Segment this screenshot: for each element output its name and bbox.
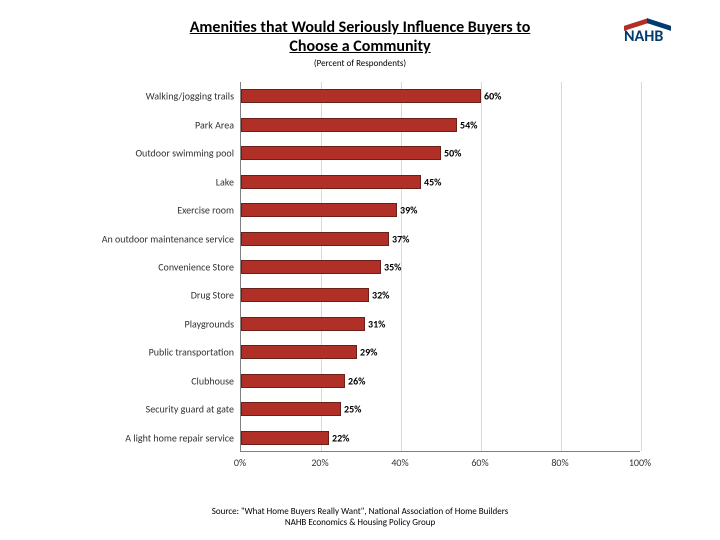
value-label: 35% <box>384 261 401 274</box>
bar-fill <box>241 203 397 217</box>
page-title: Amenities that Would Seriously Influence… <box>120 18 600 56</box>
x-tick-label: 100% <box>629 456 651 469</box>
value-label: 25% <box>344 403 361 416</box>
category-label: A light home repair service <box>90 431 234 444</box>
bar-fill <box>241 175 421 189</box>
bar <box>241 203 397 217</box>
bar <box>241 317 365 331</box>
bar <box>241 175 421 189</box>
plot-area <box>240 82 640 452</box>
x-tick-label: 20% <box>311 456 328 469</box>
value-label: 37% <box>392 232 409 245</box>
value-label: 45% <box>424 175 441 188</box>
title-line-2: Choose a Community <box>289 37 430 56</box>
bar-fill <box>241 345 357 359</box>
nahb-logo: NAHB <box>624 18 696 46</box>
source-note: Source: "What Home Buyers Really Want", … <box>0 506 720 529</box>
source-line-2: NAHB Economics & Housing Policy Group <box>285 517 435 528</box>
value-label: 54% <box>460 118 477 131</box>
category-label: Public transportation <box>90 346 234 359</box>
x-tick-label: 40% <box>391 456 408 469</box>
x-tick-label: 80% <box>551 456 568 469</box>
bar-fill <box>241 317 365 331</box>
bar-fill <box>241 288 369 302</box>
subtitle: (Percent of Respondents) <box>0 58 720 69</box>
bar-fill <box>241 431 329 445</box>
category-label: Walking/jogging trails <box>90 90 234 103</box>
category-label: Drug Store <box>90 289 234 302</box>
category-label: Park Area <box>90 118 234 131</box>
gridline <box>561 82 562 451</box>
category-label: An outdoor maintenance service <box>90 232 234 245</box>
value-label: 50% <box>444 147 461 160</box>
bar-fill <box>241 89 481 103</box>
logo-roof-icon <box>624 18 674 28</box>
x-tick-label: 0% <box>234 456 246 469</box>
title-line-1: Amenities that Would Seriously Influence… <box>190 18 531 37</box>
bar-fill <box>241 260 381 274</box>
gridline <box>481 82 482 451</box>
category-label: Security guard at gate <box>90 403 234 416</box>
bar <box>241 402 341 416</box>
bar <box>241 260 381 274</box>
category-label: Lake <box>90 175 234 188</box>
value-label: 22% <box>332 431 349 444</box>
value-label: 29% <box>360 346 377 359</box>
bar <box>241 431 329 445</box>
value-label: 60% <box>484 90 501 103</box>
value-label: 26% <box>348 374 365 387</box>
bar <box>241 345 357 359</box>
header: Amenities that Would Seriously Influence… <box>0 0 720 69</box>
value-label: 32% <box>372 289 389 302</box>
bar-fill <box>241 232 389 246</box>
bar <box>241 374 345 388</box>
value-label: 31% <box>368 317 385 330</box>
amenities-bar-chart: 0% 20% 40% 60% 80% 100% Walking/jogging trails… <box>90 82 660 482</box>
gridline <box>641 82 642 451</box>
bar <box>241 288 369 302</box>
x-tick-label: 60% <box>471 456 488 469</box>
logo-text: NAHB <box>624 29 696 45</box>
bar <box>241 118 457 132</box>
source-line-1: Source: "What Home Buyers Really Want", … <box>212 506 509 517</box>
bar <box>241 146 441 160</box>
category-label: Outdoor swimming pool <box>90 147 234 160</box>
bar <box>241 232 389 246</box>
category-label: Convenience Store <box>90 261 234 274</box>
value-label: 39% <box>400 204 417 217</box>
category-label: Exercise room <box>90 204 234 217</box>
category-label: Clubhouse <box>90 374 234 387</box>
bar-fill <box>241 146 441 160</box>
bar-fill <box>241 118 457 132</box>
bar-fill <box>241 402 341 416</box>
category-label: Playgrounds <box>90 317 234 330</box>
bar <box>241 89 481 103</box>
bar-fill <box>241 374 345 388</box>
